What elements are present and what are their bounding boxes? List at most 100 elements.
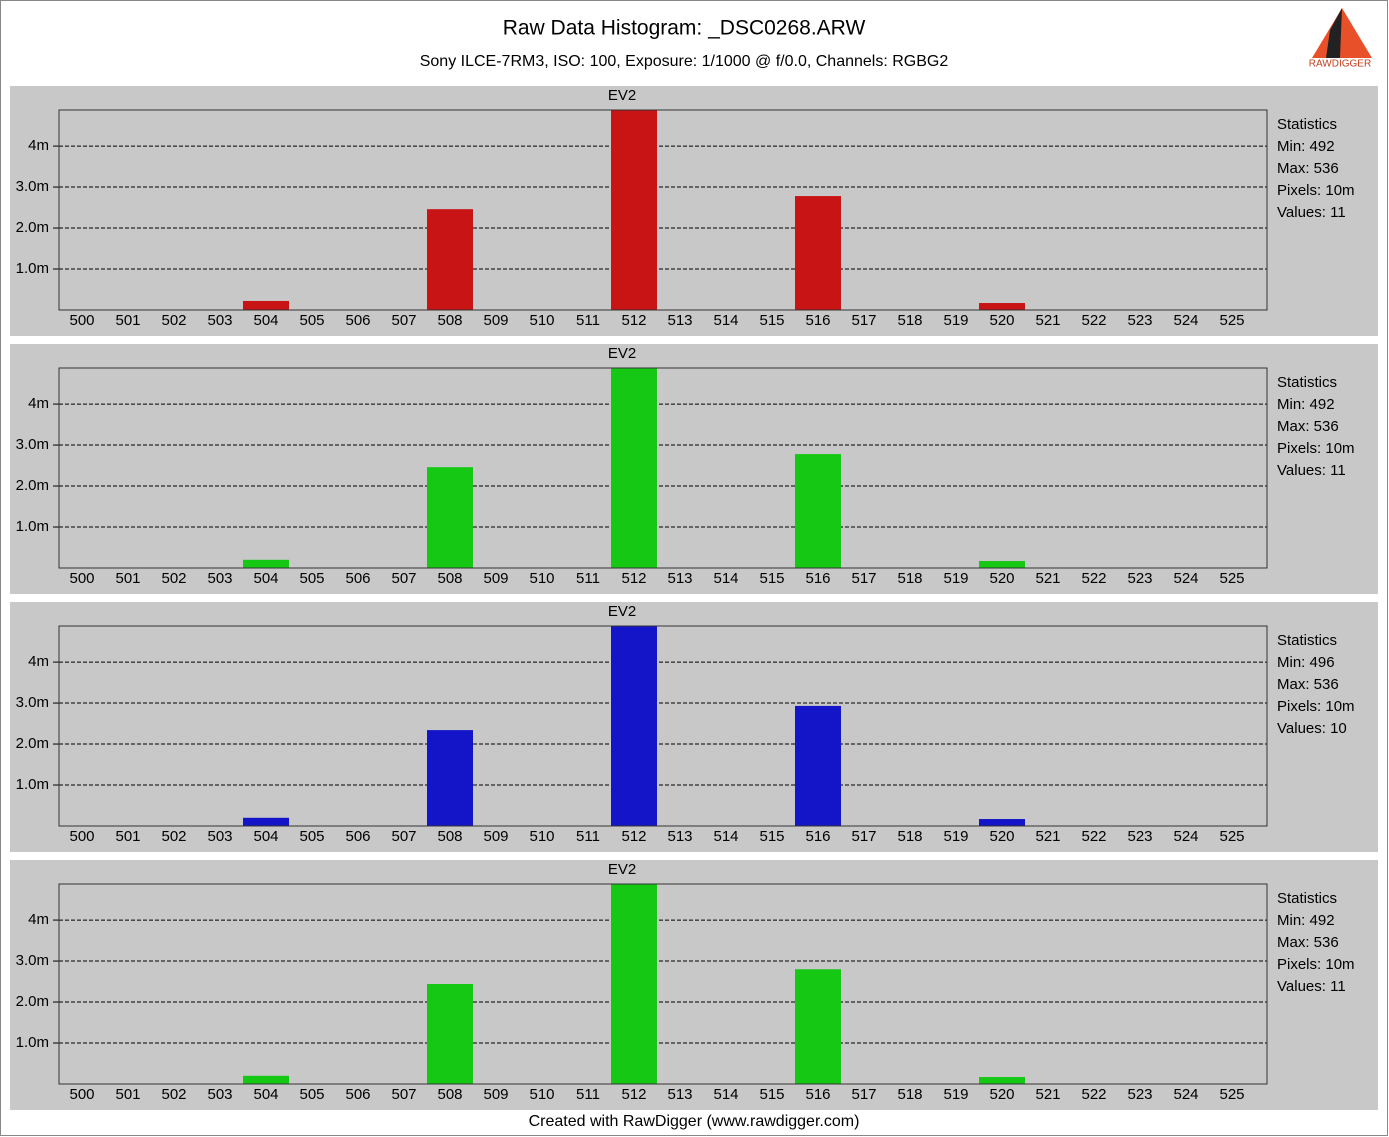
x-tick-label: 504 [253,312,278,329]
histogram-panel: EV2 1.0m 2.0m 3.0m 4m 500 501 502 503 504 505 506 50… [10,86,1378,336]
x-tick-label: 524 [1173,828,1198,845]
y-tick-label: 3.0m [16,952,49,969]
bar [243,559,289,568]
panel-background [10,344,1378,594]
x-tick-label: 520 [989,570,1014,587]
x-tick-label: 503 [207,1086,232,1103]
x-tick-label: 511 [576,570,600,587]
y-tick-label: 3.0m [16,694,49,711]
bar [795,196,841,310]
x-tick-label: 522 [1081,312,1106,329]
statistics-line: Statistics [1277,890,1337,907]
x-tick-label: 503 [207,828,232,845]
x-tick-label: 512 [621,1086,646,1103]
y-tick-label: 4m [28,395,49,412]
plot-border [58,883,1268,1085]
logo-text: RAWDIGGER [1309,59,1371,70]
bar [611,626,657,826]
x-tick-label: 517 [851,570,876,587]
x-tick-label: 517 [851,1086,876,1103]
x-tick-label: 502 [161,570,186,587]
x-tick-label: 519 [943,312,968,329]
statistics-line: Min: 492 [1277,396,1335,413]
x-tick-label: 515 [759,312,784,329]
x-tick-label: 524 [1173,570,1198,587]
x-tick-label: 505 [299,312,324,329]
title: Raw Data Histogram: _DSC0268.ARW [503,17,866,40]
statistics-line: Statistics [1277,374,1337,391]
x-tick-label: 514 [713,828,738,845]
statistics-line: Min: 496 [1277,654,1335,671]
y-tick-label: 1.0m [16,776,49,793]
y-tick-label: 2.0m [16,735,49,752]
statistics-line: Min: 492 [1277,912,1335,929]
x-tick-label: 514 [713,570,738,587]
x-tick-label: 510 [529,570,554,587]
y-tick-label: 2.0m [16,477,49,494]
x-tick-label: 513 [667,312,692,329]
x-tick-label: 520 [989,1086,1014,1103]
statistics-line: Values: 11 [1277,204,1346,221]
x-tick-label: 501 [115,312,140,329]
bar [795,969,841,1084]
panel-background [10,860,1378,1110]
x-tick-label: 525 [1219,312,1244,329]
statistics-line: Pixels: 10m [1277,956,1355,973]
plot-border [58,367,1268,569]
bar [611,110,657,310]
bar [795,705,841,826]
x-tick-label: 514 [713,1086,738,1103]
x-tick-label: 523 [1127,1086,1152,1103]
x-tick-label: 500 [69,312,94,329]
bar [243,1075,289,1084]
bar [979,561,1025,568]
x-tick-label: 508 [437,828,462,845]
x-tick-label: 509 [483,312,508,329]
x-tick-label: 506 [345,312,370,329]
x-tick-label: 507 [391,1086,416,1103]
x-tick-label: 519 [943,828,968,845]
x-tick-label: 517 [851,828,876,845]
statistics-line: Values: 11 [1277,462,1346,479]
statistics-line: Pixels: 10m [1277,182,1355,199]
y-tick-label: 1.0m [16,260,49,277]
x-tick-label: 508 [437,570,462,587]
x-tick-label: 517 [851,312,876,329]
chart-title: EV2 [608,603,636,620]
x-tick-label: 521 [1035,1086,1060,1103]
x-tick-label: 516 [805,1086,830,1103]
x-tick-label: 520 [989,828,1014,845]
y-tick-label: 4m [28,911,49,928]
x-tick-label: 515 [759,1086,784,1103]
x-tick-label: 522 [1081,570,1106,587]
x-tick-label: 521 [1035,312,1060,329]
x-tick-label: 513 [667,1086,692,1103]
x-tick-label: 523 [1127,312,1152,329]
x-tick-label: 501 [115,570,140,587]
x-tick-label: 507 [391,312,416,329]
x-tick-label: 506 [345,1086,370,1103]
x-tick-label: 503 [207,570,232,587]
x-tick-label: 521 [1035,828,1060,845]
x-tick-label: 508 [437,312,462,329]
x-tick-label: 525 [1219,570,1244,587]
histogram-panel: EV2 1.0m 2.0m 3.0m 4m 500 501 502 503 504 505 506 50… [10,344,1378,594]
x-tick-label: 510 [529,828,554,845]
x-tick-label: 509 [483,570,508,587]
x-tick-label: 516 [805,828,830,845]
x-tick-label: 520 [989,312,1014,329]
x-tick-label: 519 [943,1086,968,1103]
x-tick-label: 511 [576,828,600,845]
footer: Created with RawDigger (www.rawdigger.co… [529,1113,860,1130]
x-tick-label: 508 [437,1086,462,1103]
bar [427,467,473,568]
x-tick-label: 522 [1081,828,1106,845]
bar [979,303,1025,310]
x-tick-label: 501 [115,1086,140,1103]
logo-shape [1326,8,1342,58]
x-tick-label: 503 [207,312,232,329]
x-tick-label: 507 [391,828,416,845]
logo-shape [1312,8,1372,58]
x-tick-label: 525 [1219,828,1244,845]
